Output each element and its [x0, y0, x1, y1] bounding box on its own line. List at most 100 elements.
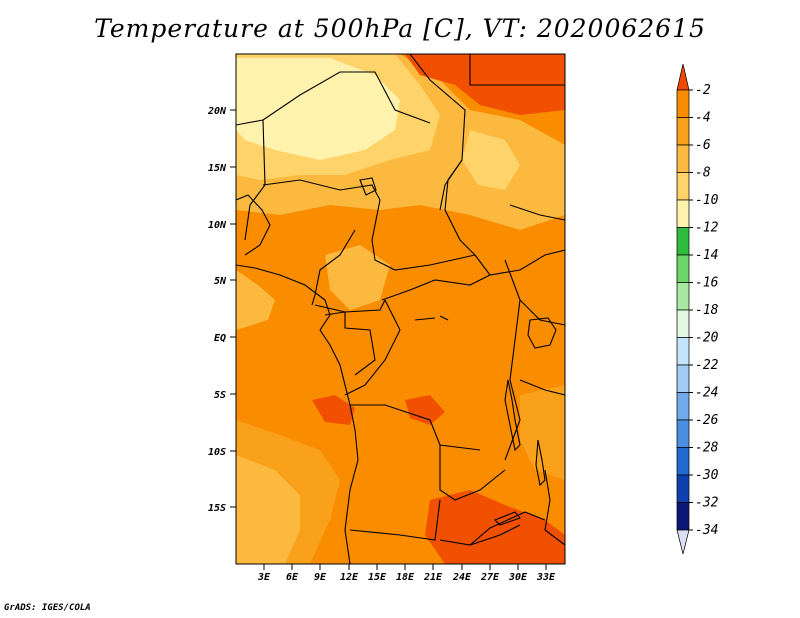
- colorbar-segment: [676, 337, 690, 366]
- colorbar-label: -30: [695, 468, 719, 483]
- lon-label: 33E: [536, 572, 556, 583]
- field-warm-patch-1: [312, 395, 355, 425]
- lon-label: 6E: [286, 572, 299, 583]
- border-botswana: [439, 524, 521, 546]
- colorbar-label: -2: [695, 83, 711, 98]
- lon-label: 9E: [314, 572, 327, 583]
- border-angola-zambia: [439, 445, 506, 501]
- border-ethiopia: [509, 204, 565, 221]
- colorbar-segment: [676, 199, 690, 228]
- lat-axis: 20N 15N 10N 5N EQ 5S 10S 15S: [207, 106, 236, 514]
- lon-label: 24E: [452, 572, 472, 583]
- border-west-bulge: [236, 194, 271, 256]
- colorbar-segment: [676, 172, 690, 201]
- lon-label: 18E: [396, 572, 415, 583]
- colorbar-label: -28: [695, 441, 719, 456]
- lakes: [359, 177, 557, 526]
- border-algeria-south: [262, 71, 431, 124]
- lon-label: 27E: [480, 572, 500, 583]
- colorbar-segment: [676, 254, 690, 283]
- lat-label: 10N: [208, 220, 227, 231]
- lat-label: 20N: [207, 106, 227, 117]
- border-nigeria-cameroon: [311, 229, 356, 306]
- colorbar-label: -32: [695, 496, 719, 511]
- colorbar-label: -24: [695, 386, 718, 401]
- map-title: Temperature at 500hPa [C], VT: 202006261…: [94, 14, 706, 43]
- border-congo-drc: [344, 299, 401, 396]
- lat-label: 5S: [214, 390, 226, 401]
- river-congo: [414, 315, 449, 321]
- colorbar-segment: [676, 474, 690, 503]
- colorbar-segment: [676, 227, 690, 256]
- colorbar-segment: [676, 447, 690, 476]
- colorbar-label: -22: [695, 358, 719, 373]
- border-mozambique: [544, 469, 565, 546]
- border-zambia-zimbabwe: [469, 511, 546, 546]
- border-cameroon-congo: [314, 299, 386, 313]
- colorbar-label: -14: [695, 248, 718, 263]
- lake-tanganyika: [504, 379, 521, 452]
- border-libya-chad: [409, 54, 466, 211]
- lake-chad: [359, 177, 377, 196]
- lon-label: 30E: [508, 572, 528, 583]
- colorbar-segment: [676, 89, 690, 118]
- border-car-drc: [381, 274, 491, 301]
- border-coast-west-africa: [236, 264, 359, 564]
- colorbar-label: -20: [695, 331, 719, 346]
- field-center-patch: [325, 245, 390, 310]
- colorbar-label: -16: [695, 276, 719, 291]
- colorbar: -2 -4 -6 -8 -10 -12 -14 -16 -18 -20 -22 -24 -26 -28 -3…: [676, 63, 719, 555]
- lon-label: 21E: [423, 572, 443, 583]
- border-egypt: [469, 54, 565, 86]
- colorbar-segment: [676, 419, 690, 448]
- colorbar-label: -12: [695, 221, 719, 236]
- lon-label: 3E: [257, 572, 271, 583]
- border-south-sudan: [474, 249, 565, 276]
- colorbar-label: -4: [695, 111, 711, 126]
- colorbar-segment: [676, 364, 690, 393]
- lon-axis: 3E 6E 9E 12E 15E 18E 21E 24E 27E 30E 33E: [257, 564, 556, 583]
- country-borders: [236, 54, 565, 564]
- colorbar-segment: [676, 309, 690, 338]
- border-mali-niger: [236, 119, 266, 241]
- temperature-field: [236, 54, 565, 564]
- field-sw-cooler: [236, 455, 300, 564]
- colorbar-segment: [676, 502, 690, 531]
- border-angola-drc: [350, 404, 481, 451]
- field-warm-patch-2: [405, 395, 445, 425]
- colorbar-segment: [676, 144, 690, 173]
- colorbar-label: -10: [695, 193, 719, 208]
- field-north-coolest: [236, 58, 400, 160]
- lat-label: 15S: [208, 503, 226, 514]
- border-tanzania: [519, 379, 565, 396]
- field-warm-patch-se: [425, 490, 565, 564]
- field-se-cool: [520, 385, 565, 480]
- lat-label: 5N: [214, 276, 227, 287]
- lake-victoria: [527, 317, 557, 349]
- lake-malawi: [535, 439, 546, 487]
- colorbar-top-arrow: [676, 63, 690, 91]
- lake-kariba: [494, 511, 521, 526]
- colorbar-segment: [676, 117, 690, 146]
- lon-label: 12E: [340, 572, 359, 583]
- colorbar-segment: [676, 282, 690, 311]
- border-drc-east: [504, 259, 521, 461]
- colorbar-segment: [676, 392, 690, 421]
- lat-label: 10S: [208, 447, 226, 458]
- lon-label: 15E: [368, 572, 387, 583]
- colorbar-label: -8: [695, 166, 711, 181]
- colorbar-label: -26: [695, 413, 719, 428]
- field-west-light: [236, 270, 275, 330]
- colorbar-bottom-arrow: [676, 529, 690, 555]
- colorbar-label: -18: [695, 303, 719, 318]
- field-ne-cool-patch: [462, 130, 520, 190]
- border-chad-car: [371, 199, 476, 271]
- border-gabon: [324, 311, 376, 376]
- grads-credit: GrADS: IGES/COLA: [4, 603, 91, 613]
- border-uganda-kenya: [519, 299, 565, 326]
- map-frame: [235, 53, 566, 565]
- border-angola-namibia: [349, 499, 441, 541]
- lat-label: 15N: [208, 163, 227, 174]
- colorbar-label: -34: [695, 523, 718, 538]
